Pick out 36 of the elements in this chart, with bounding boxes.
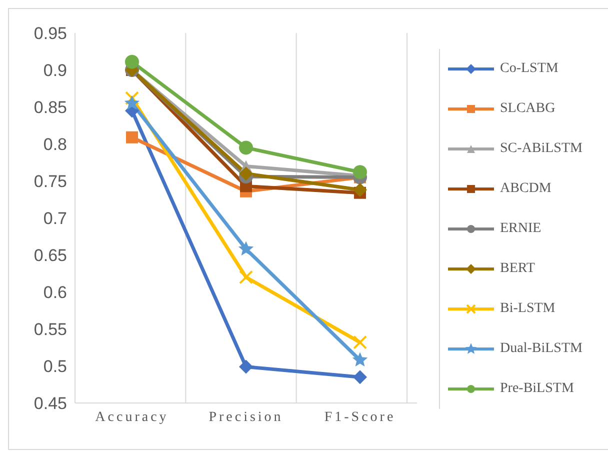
legend-label: Co-LSTM	[500, 61, 558, 77]
point	[125, 54, 139, 69]
y-tick-label: 0.95	[34, 24, 67, 44]
point	[353, 165, 367, 180]
x-tick-label: F1-Score	[324, 410, 396, 425]
y-tick-label: 0.75	[34, 172, 67, 192]
legend-label: BERT	[500, 261, 535, 277]
y-tick-label: 0.6	[43, 283, 67, 302]
legend-label: Pre-BiLSTM	[500, 381, 574, 397]
legend-label: ERNIE	[500, 221, 542, 237]
legend-label: SLCABG	[500, 101, 556, 117]
y-tick-label: 0.85	[34, 98, 67, 118]
point	[238, 241, 254, 256]
point	[239, 140, 253, 155]
point	[353, 335, 367, 350]
y-tick-label: 0.7	[43, 209, 67, 228]
y-tick-label: 0.8	[43, 135, 67, 154]
y-tick-label: 0.5	[43, 357, 67, 376]
legend-label: SC-ABiLSTM	[500, 141, 582, 157]
point	[239, 270, 253, 284]
point	[239, 360, 253, 374]
x-tick-label: Accuracy	[95, 410, 169, 425]
y-tick-label: 0.55	[34, 320, 67, 340]
point	[353, 182, 367, 197]
legend-label: Bi-LSTM	[500, 301, 556, 317]
y-tick-label: 0.45	[34, 394, 67, 414]
point	[352, 352, 368, 367]
point	[125, 91, 139, 106]
point	[126, 131, 138, 144]
legend-label: ABCDM	[500, 181, 552, 197]
y-tick-label: 0.65	[34, 246, 67, 266]
y-tick-label: 0.9	[43, 61, 67, 80]
legend-label: Dual-BiLSTM	[500, 341, 582, 357]
point	[124, 95, 140, 110]
x-tick-label: Precision	[208, 410, 284, 425]
point	[353, 370, 367, 384]
